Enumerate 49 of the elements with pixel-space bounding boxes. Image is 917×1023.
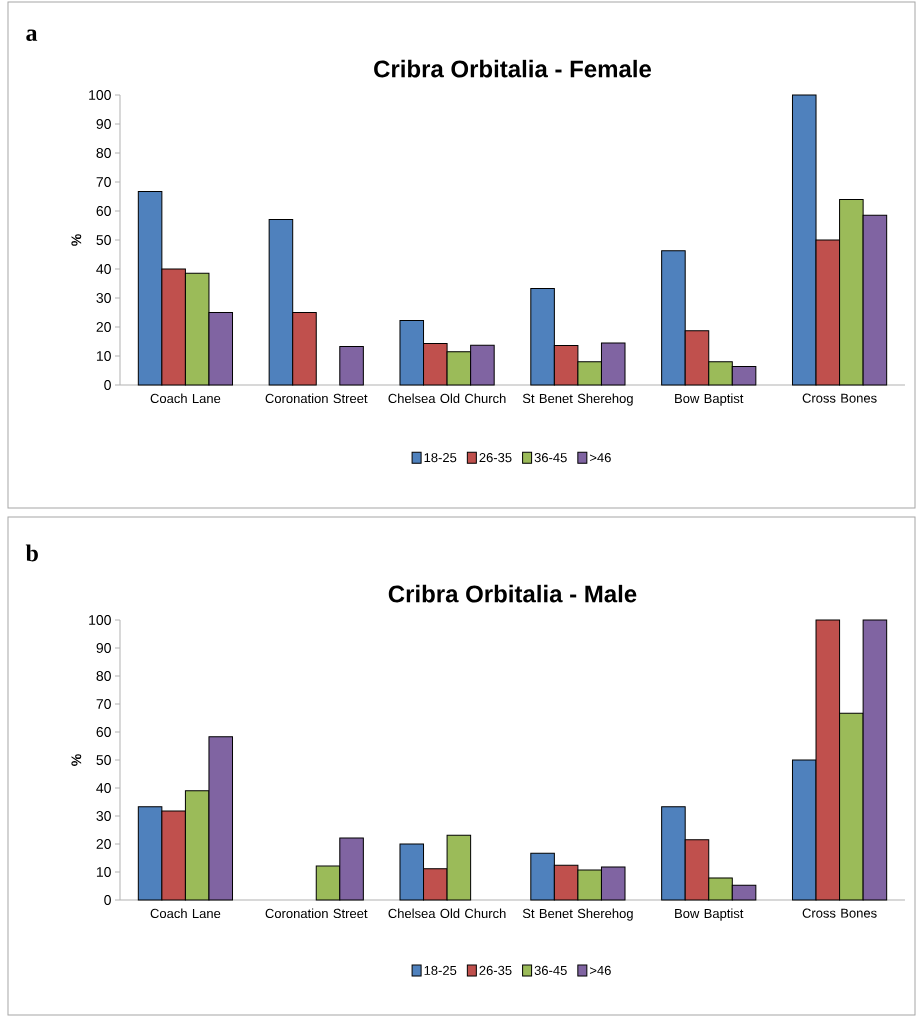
y-tick-label: 0 xyxy=(104,380,111,390)
x-tick-label: Cross Bones xyxy=(802,908,877,918)
x-tick-label: St Benet Sherehog xyxy=(522,393,633,406)
y-tick-label: 10 xyxy=(96,351,111,361)
y-tick-label: 60 xyxy=(96,206,111,216)
x-tick-label: Chelsea Old Church xyxy=(388,908,506,919)
y-tick-label: 50 xyxy=(96,755,111,765)
y-axis-title: % xyxy=(71,234,82,246)
legend-label: 26-35 xyxy=(479,965,512,975)
x-tick-label: Bow Baptist xyxy=(675,393,744,406)
x-tick-label: Chelsea Old Church xyxy=(388,393,506,404)
x-tick-label: St Benet Sherehog xyxy=(522,908,633,921)
y-tick-label: 80 xyxy=(96,148,111,158)
y-tick-label: 30 xyxy=(96,811,111,821)
text: b xyxy=(25,544,38,562)
y-tick-label: 100 xyxy=(89,90,111,100)
x-tick-label: Coronation Street xyxy=(265,393,368,404)
y-tick-label: 80 xyxy=(96,671,111,681)
y-axis-title: % xyxy=(71,754,82,766)
y-tick-label: 100 xyxy=(89,615,111,625)
y-tick-label: 30 xyxy=(96,293,111,303)
x-tick-label: Coronation Street xyxy=(265,908,368,919)
y-tick-label: 10 xyxy=(96,867,111,877)
y-tick-label: 70 xyxy=(96,699,111,709)
chart-title: Cribra Orbitalia - Female xyxy=(374,59,652,78)
x-tick-label: Coach Lane xyxy=(150,908,221,919)
y-tick-label: 40 xyxy=(96,783,111,793)
y-tick-label: 0 xyxy=(104,895,111,905)
y-tick-label: 40 xyxy=(96,264,111,274)
y-tick-label: 50 xyxy=(96,235,111,245)
chart-title: Cribra Orbitalia - Male xyxy=(388,584,637,603)
y-tick-label: 60 xyxy=(96,727,111,737)
y-tick-label: 90 xyxy=(96,643,111,653)
legend-label: >46 xyxy=(589,965,611,975)
x-tick-label: Coach Lane xyxy=(150,393,221,404)
legend-label: >46 xyxy=(589,452,611,463)
y-tick-label: 20 xyxy=(96,839,111,849)
y-tick-label: 90 xyxy=(96,119,111,129)
legend-label: 36-45 xyxy=(534,452,567,463)
y-tick-label: 20 xyxy=(96,322,111,332)
legend-label: 18-25 xyxy=(424,965,457,975)
y-tick-label: 70 xyxy=(96,177,111,187)
legend-label: 36-45 xyxy=(534,965,567,975)
text: a xyxy=(26,29,38,42)
bar xyxy=(339,345,364,386)
legend-label: 18-25 xyxy=(424,452,457,463)
x-tick-label: Cross Bones xyxy=(802,393,877,403)
x-tick-label: Bow Baptist xyxy=(675,908,744,921)
legend-label: 26-35 xyxy=(479,452,512,463)
